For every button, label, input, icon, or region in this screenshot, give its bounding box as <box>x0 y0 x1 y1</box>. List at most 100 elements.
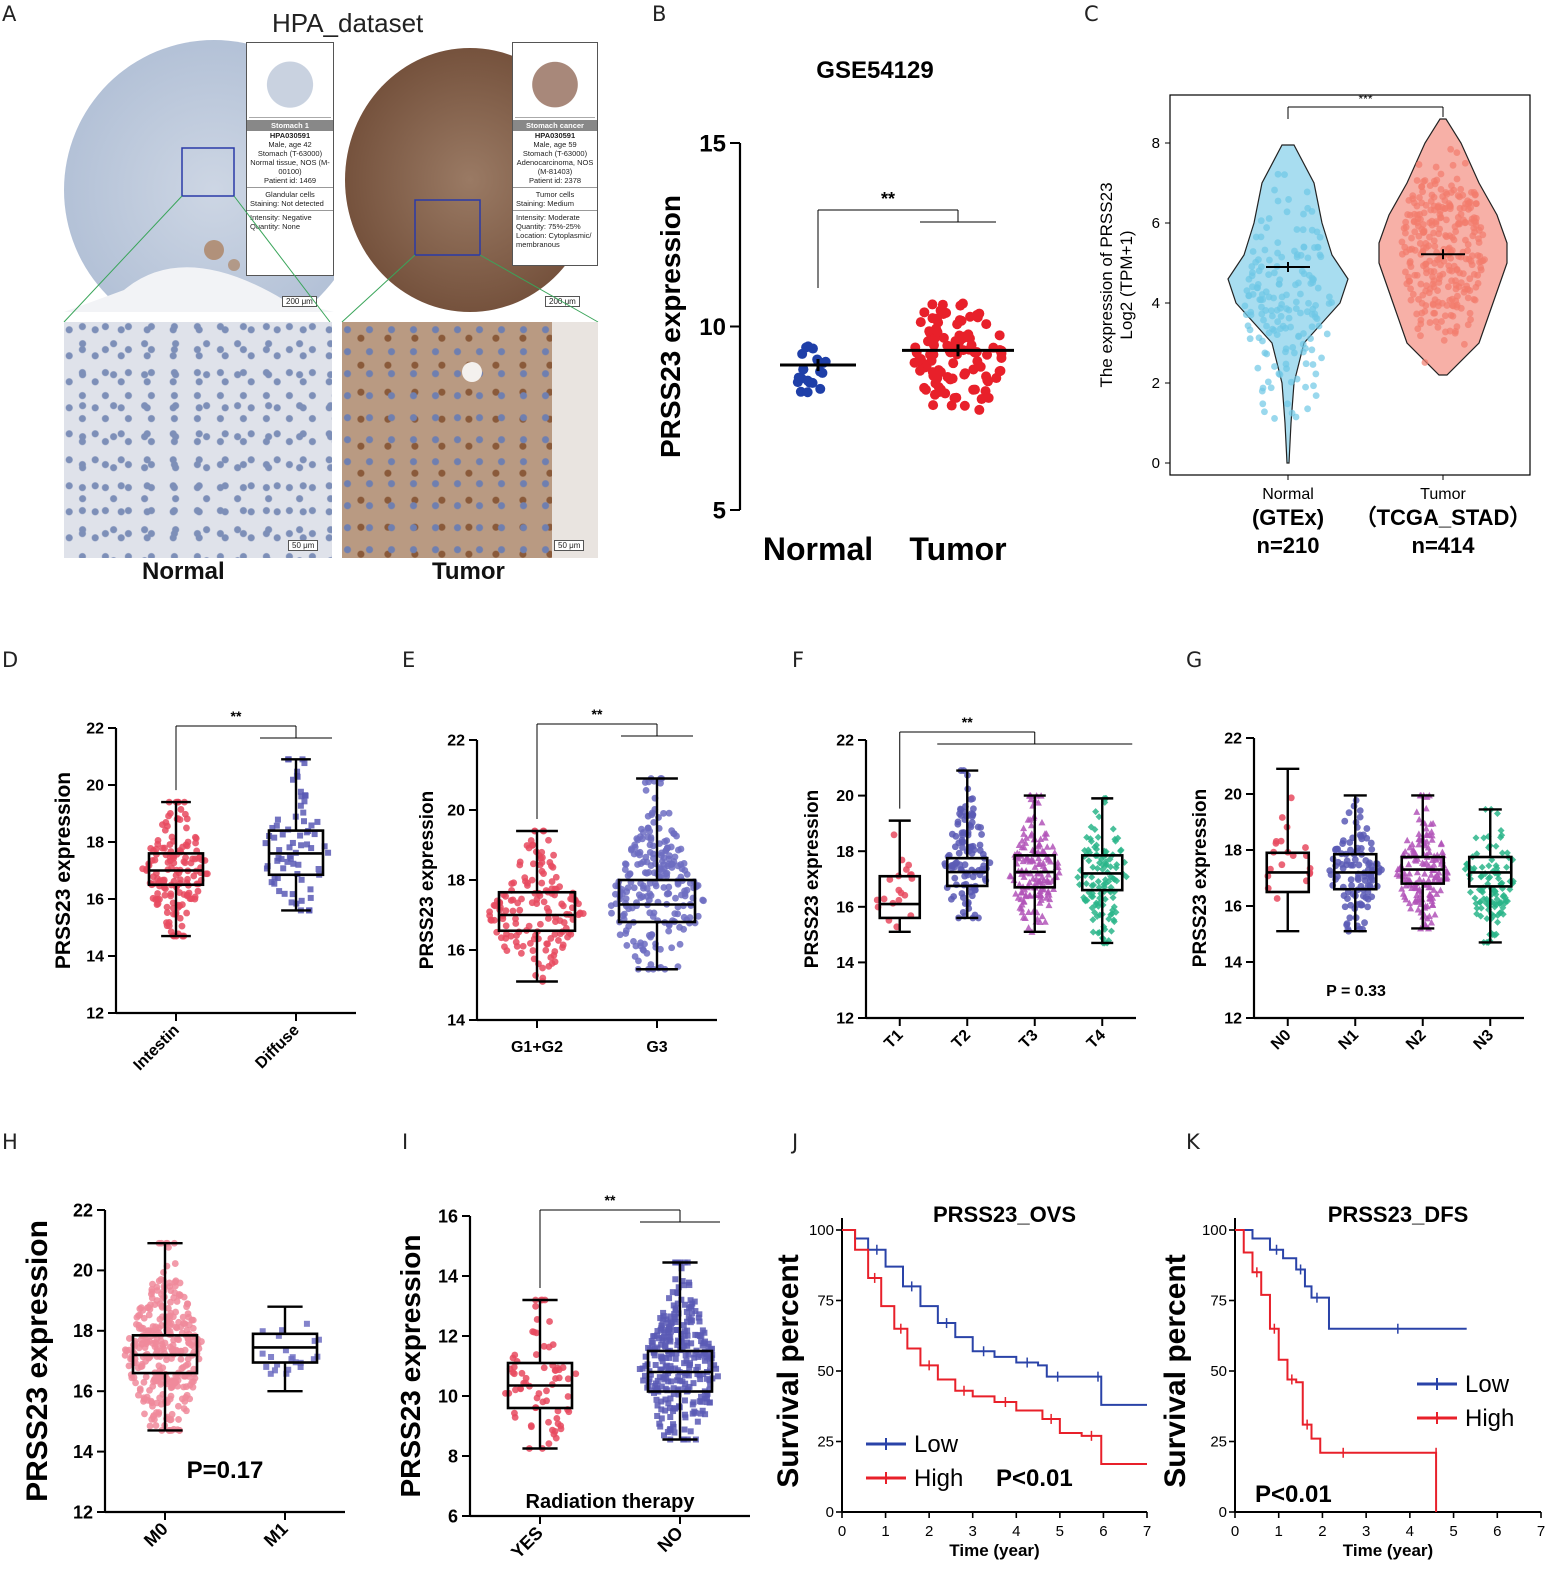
data-point <box>643 869 651 877</box>
data-point <box>175 1318 183 1326</box>
data-point <box>672 1306 679 1313</box>
data-point <box>648 811 656 819</box>
data-point <box>1493 810 1501 818</box>
data-point <box>698 1352 705 1359</box>
data-point <box>300 818 307 825</box>
data-point <box>621 860 629 868</box>
data-point <box>169 1341 177 1349</box>
data-point <box>1430 268 1438 275</box>
data-point <box>674 910 682 918</box>
data-point <box>543 904 551 912</box>
data-point <box>662 1407 669 1414</box>
data-point <box>185 889 193 897</box>
data-point <box>645 778 653 786</box>
x-axis-label: Radiation therapy <box>526 1491 696 1513</box>
data-point <box>1429 301 1437 309</box>
data-point <box>665 883 673 891</box>
data-point <box>1351 856 1359 864</box>
data-point <box>1436 225 1444 233</box>
data-point <box>523 842 531 849</box>
p-value-annotation: P<0.01 <box>996 1465 1073 1492</box>
data-point <box>674 1289 681 1296</box>
data-point <box>502 892 509 900</box>
data-point <box>1248 272 1256 280</box>
data-point <box>1363 825 1371 832</box>
data-point <box>890 831 898 839</box>
data-point <box>1278 293 1286 301</box>
data-point <box>657 1315 664 1322</box>
data-point <box>301 760 308 767</box>
y-tick-label: 2 <box>1152 375 1160 392</box>
data-point <box>1019 857 1027 865</box>
data-point <box>1020 824 1028 832</box>
data-point <box>707 1346 714 1353</box>
data-point <box>1406 258 1414 265</box>
data-point <box>682 1380 689 1387</box>
data-point <box>815 383 826 394</box>
data-point <box>1453 301 1461 309</box>
data-point <box>1110 918 1118 926</box>
data-point <box>1245 292 1253 299</box>
data-point <box>1044 871 1052 878</box>
y-tick-label: 14 <box>438 1266 458 1286</box>
data-point <box>1407 904 1415 912</box>
data-point <box>508 880 516 888</box>
data-point <box>675 1337 682 1344</box>
tumor-card-intensity: Intensity: Moderate <box>516 213 580 222</box>
data-point <box>1346 839 1354 846</box>
data-point <box>658 1322 665 1329</box>
survival-curve-low <box>1235 1229 1467 1330</box>
data-point <box>1049 843 1057 850</box>
data-point <box>1259 384 1267 392</box>
data-point <box>660 1309 667 1316</box>
data-point <box>139 1339 147 1347</box>
data-point <box>1029 857 1037 864</box>
data-point <box>1101 876 1109 884</box>
data-point <box>893 923 901 931</box>
data-point <box>544 940 551 948</box>
data-point <box>1421 307 1429 315</box>
data-point <box>1095 813 1103 821</box>
data-point <box>142 1373 150 1381</box>
data-point <box>1473 910 1481 918</box>
data-point <box>924 326 935 337</box>
data-point <box>661 1327 668 1334</box>
x-tick-label: Normal <box>1262 486 1314 503</box>
data-point <box>1045 901 1053 909</box>
data-point <box>1107 927 1115 935</box>
data-point <box>1316 233 1324 241</box>
data-point <box>672 1355 679 1362</box>
data-point <box>512 1386 519 1394</box>
x-tick-label: 4 <box>1012 1523 1020 1540</box>
data-point <box>1425 912 1433 920</box>
data-point <box>135 1391 142 1399</box>
data-point <box>679 1278 686 1285</box>
data-point <box>1415 815 1423 823</box>
data-point <box>969 795 976 803</box>
data-point <box>145 1354 153 1362</box>
data-point <box>926 355 937 366</box>
data-point <box>670 1385 677 1392</box>
p-value-annotation: P = 0.33 <box>1326 983 1386 1000</box>
data-point <box>657 1366 664 1373</box>
data-point <box>1414 905 1422 913</box>
data-point <box>315 1336 322 1343</box>
data-point <box>1364 895 1372 903</box>
data-point <box>1267 307 1275 315</box>
data-point <box>1426 257 1434 265</box>
data-point <box>667 1395 674 1402</box>
x-tick-label: 0 <box>838 1523 846 1540</box>
data-point <box>1094 877 1102 885</box>
data-point <box>1347 901 1355 909</box>
data-point <box>184 1300 192 1308</box>
data-point <box>674 1326 681 1333</box>
data-point <box>1112 837 1120 845</box>
data-point <box>297 788 304 795</box>
data-point <box>559 944 566 951</box>
data-point <box>648 1338 655 1345</box>
data-point <box>956 810 964 818</box>
data-point <box>159 1343 167 1351</box>
data-point <box>1109 906 1117 914</box>
data-point <box>651 1389 658 1396</box>
y-tick-label: 18 <box>836 844 854 861</box>
